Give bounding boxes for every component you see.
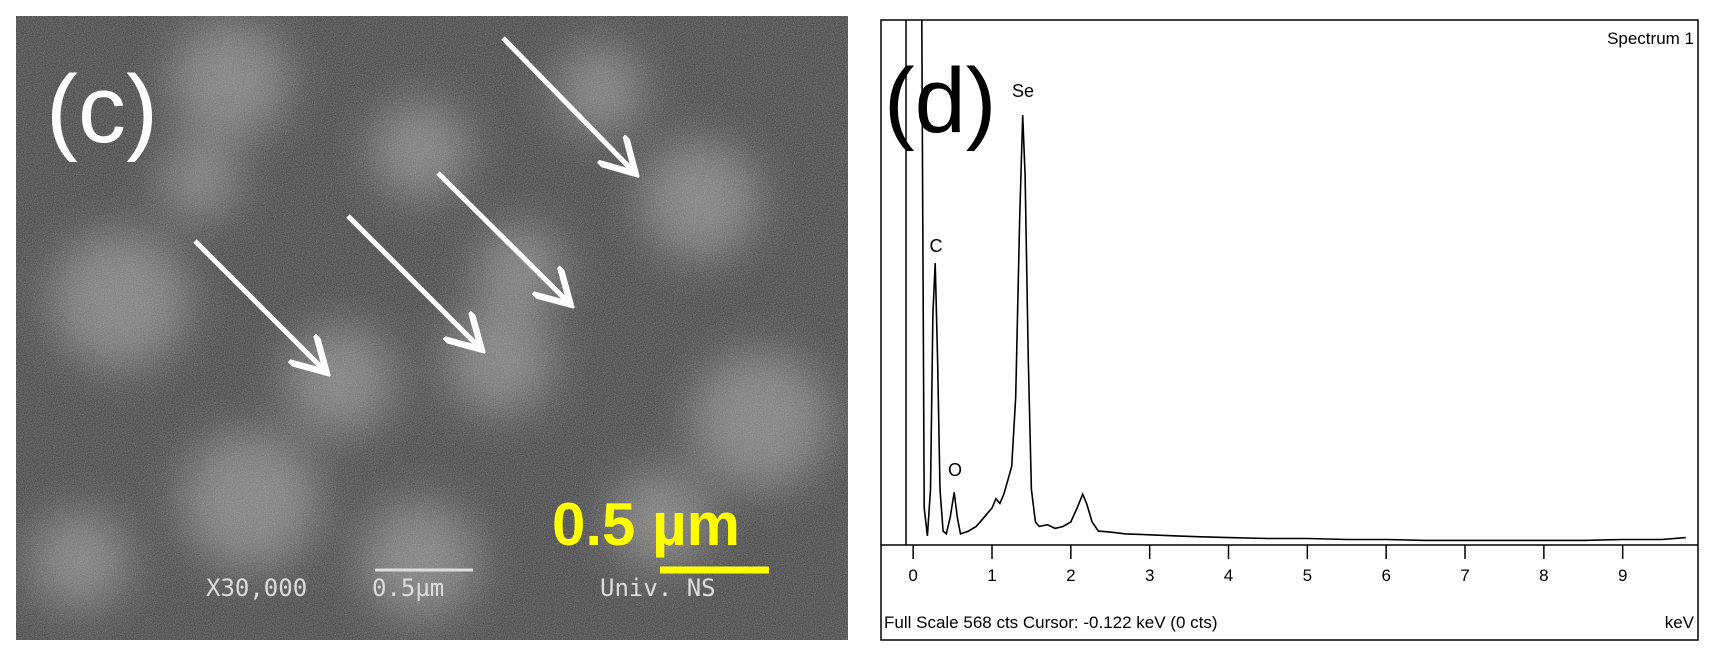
peak-label: C — [930, 236, 943, 256]
peak-label: Se — [1012, 81, 1034, 101]
x-tick-label: 8 — [1539, 566, 1548, 585]
spectrum-panel: Spectrum 1 (d) Full Scale 568 cts Cursor… — [880, 19, 1699, 641]
panel-label: (c) — [46, 56, 158, 163]
arrows — [193, 36, 632, 369]
x-tick-label: 3 — [1145, 566, 1154, 585]
x-tick-label: 1 — [987, 566, 996, 585]
x-tick-label: 2 — [1066, 566, 1075, 585]
bar-text: 0.5µm — [372, 574, 444, 602]
spectrum-line — [921, 19, 1686, 542]
peak-label: O — [948, 460, 962, 480]
x-tick-label: 9 — [1618, 566, 1627, 585]
x-tick-label: 5 — [1303, 566, 1312, 585]
institution: Univ. NS — [600, 574, 716, 602]
scale-label: 0.5 µm — [552, 491, 740, 558]
x-tick-label: 0 — [908, 566, 917, 585]
panel-label: (d) — [884, 50, 996, 152]
x-axis-label: keV — [1665, 613, 1695, 632]
x-tick-label: 7 — [1460, 566, 1469, 585]
sem-image: (c) 0.5 µm X30,000 0.5µm Univ. NS — [16, 16, 848, 640]
chart-title: Spectrum 1 — [1607, 29, 1694, 48]
x-tick-label: 4 — [1224, 566, 1233, 585]
footer: Full Scale 568 cts Cursor: -0.122 keV (0… — [884, 613, 1218, 632]
magnification: X30,000 — [206, 574, 307, 602]
x-tick-label: 6 — [1381, 566, 1390, 585]
